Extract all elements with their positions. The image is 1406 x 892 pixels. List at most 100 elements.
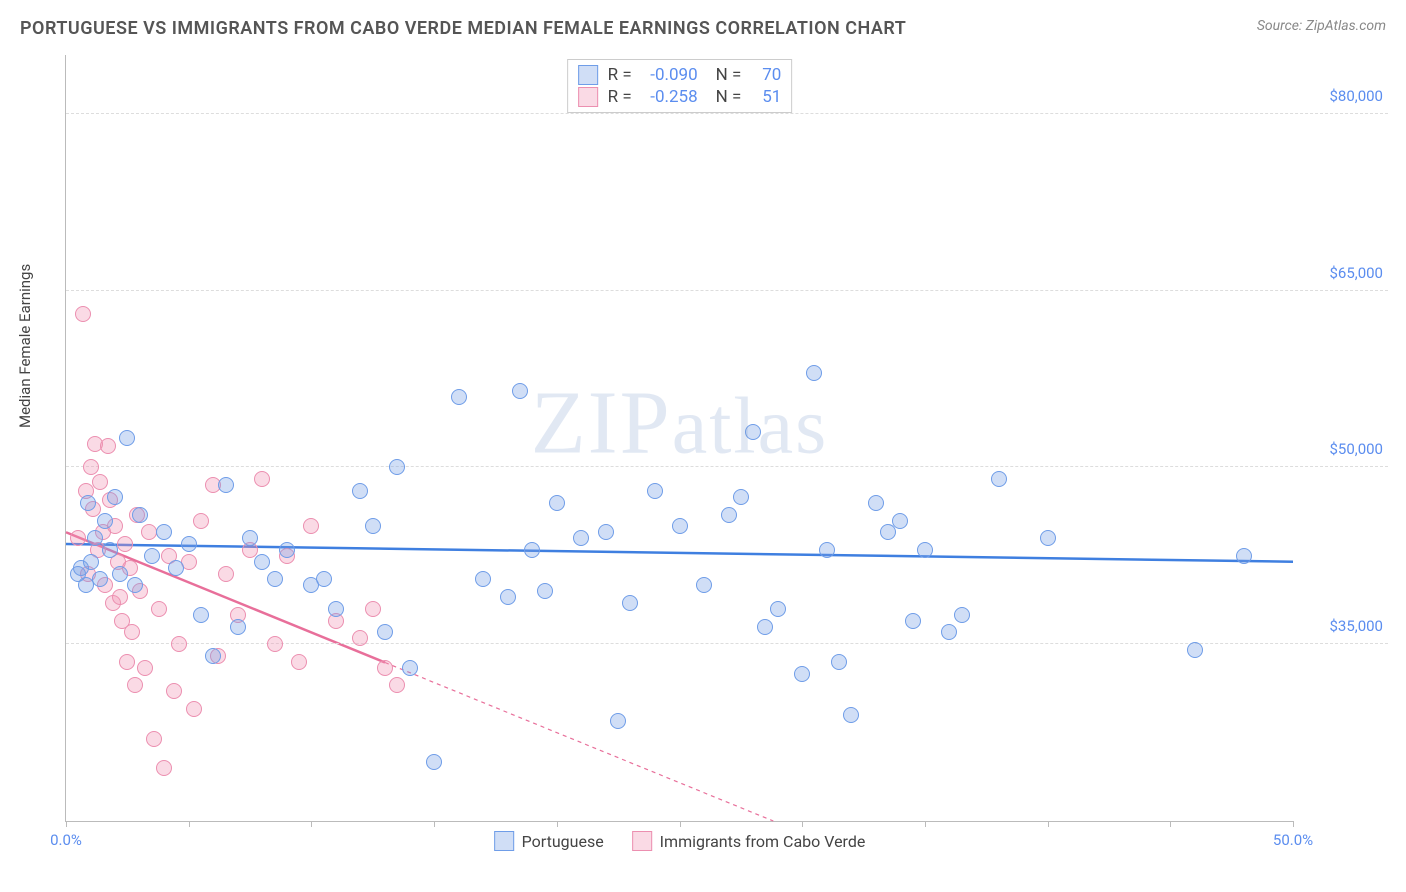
data-point: [166, 683, 182, 699]
data-point: [205, 648, 221, 664]
data-point: [127, 677, 143, 693]
data-point: [365, 518, 381, 534]
data-point: [132, 507, 148, 523]
data-point: [156, 524, 172, 540]
legend-row: R =-0.090N =70: [578, 64, 782, 86]
x-tick: [434, 821, 435, 827]
x-tick: [680, 821, 681, 827]
gridline: [66, 290, 1388, 291]
gridline: [66, 466, 1388, 467]
x-tick-label: 0.0%: [50, 831, 82, 849]
x-tick: [311, 821, 312, 827]
data-point: [254, 554, 270, 570]
data-point: [181, 536, 197, 552]
data-point: [168, 560, 184, 576]
x-tick: [1048, 821, 1049, 827]
data-point: [647, 483, 663, 499]
data-point: [100, 438, 116, 454]
data-point: [389, 459, 405, 475]
data-point: [112, 566, 128, 582]
data-point: [218, 477, 234, 493]
data-point: [819, 542, 835, 558]
data-point: [267, 636, 283, 652]
data-point: [127, 577, 143, 593]
data-point: [144, 548, 160, 564]
data-point: [78, 577, 94, 593]
data-point: [794, 666, 810, 682]
data-point: [954, 607, 970, 623]
data-point: [1040, 530, 1056, 546]
data-point: [87, 530, 103, 546]
data-point: [141, 524, 157, 540]
data-point: [905, 613, 921, 629]
data-point: [831, 654, 847, 670]
data-point: [622, 595, 638, 611]
data-point: [573, 530, 589, 546]
data-point: [92, 571, 108, 587]
data-point: [524, 542, 540, 558]
x-tick: [557, 821, 558, 827]
data-point: [537, 583, 553, 599]
y-tick-label: $65,000: [1329, 264, 1383, 282]
watermark: ZIPatlas: [531, 371, 829, 474]
data-point: [254, 471, 270, 487]
data-point: [475, 571, 491, 587]
data-point: [598, 524, 614, 540]
data-point: [377, 624, 393, 640]
legend-label: Portuguese: [522, 832, 604, 851]
data-point: [451, 389, 467, 405]
legend-swatch: [494, 831, 514, 851]
data-point: [402, 660, 418, 676]
data-point: [1187, 642, 1203, 658]
legend-item: Immigrants from Cabo Verde: [632, 831, 866, 851]
x-tick-label: 50.0%: [1273, 831, 1313, 849]
data-point: [279, 542, 295, 558]
data-point: [80, 495, 96, 511]
data-point: [500, 589, 516, 605]
source-attribution: Source: ZipAtlas.com: [1257, 18, 1386, 34]
data-point: [868, 495, 884, 511]
data-point: [186, 701, 202, 717]
y-axis-label: Median Female Earnings: [16, 263, 34, 427]
data-point: [733, 489, 749, 505]
data-point: [193, 513, 209, 529]
data-point: [770, 601, 786, 617]
data-point: [151, 601, 167, 617]
series-legend: Portuguese Immigrants from Cabo Verde: [494, 831, 866, 851]
data-point: [892, 513, 908, 529]
data-point: [171, 636, 187, 652]
data-point: [124, 624, 140, 640]
data-point: [75, 306, 91, 322]
data-point: [377, 660, 393, 676]
data-point: [352, 630, 368, 646]
legend-swatch: [632, 831, 652, 851]
chart-container: Median Female Earnings R =-0.090N =70R =…: [35, 55, 1388, 862]
data-point: [97, 513, 113, 529]
data-point: [426, 754, 442, 770]
data-point: [102, 542, 118, 558]
data-point: [137, 660, 153, 676]
data-point: [218, 566, 234, 582]
x-tick: [189, 821, 190, 827]
y-tick-label: $35,000: [1329, 617, 1383, 635]
y-tick-label: $50,000: [1329, 440, 1383, 458]
data-point: [156, 760, 172, 776]
legend-row: R =-0.258N =51: [578, 86, 782, 108]
y-tick-label: $80,000: [1329, 87, 1383, 105]
data-point: [119, 654, 135, 670]
data-point: [696, 577, 712, 593]
data-point: [610, 713, 626, 729]
data-point: [941, 624, 957, 640]
data-point: [267, 571, 283, 587]
data-point: [352, 483, 368, 499]
data-point: [117, 536, 133, 552]
gridline: [66, 113, 1388, 114]
data-point: [316, 571, 332, 587]
legend-swatch: [578, 87, 598, 107]
data-point: [328, 601, 344, 617]
chart-title: PORTUGUESE VS IMMIGRANTS FROM CABO VERDE…: [20, 18, 906, 39]
data-point: [107, 489, 123, 505]
x-tick: [925, 821, 926, 827]
data-point: [242, 530, 258, 546]
data-point: [83, 554, 99, 570]
